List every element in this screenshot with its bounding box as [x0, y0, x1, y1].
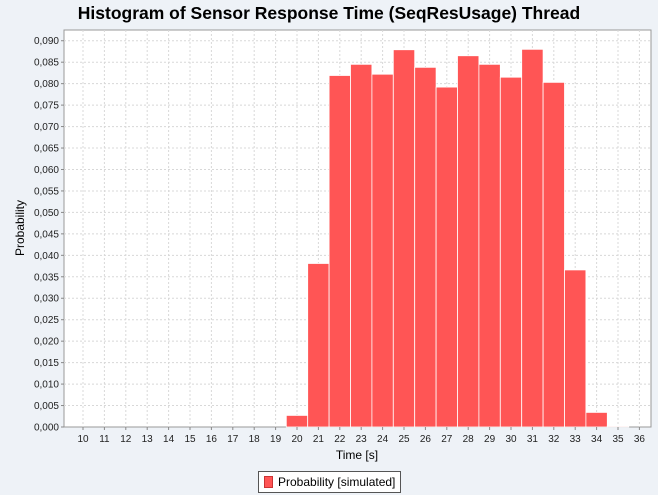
y-tick-label: 0,010: [34, 380, 59, 391]
bar: [414, 66, 437, 428]
x-tick-label: 11: [99, 434, 110, 445]
x-tick-label: 24: [377, 434, 389, 445]
y-tick-label: 0,055: [34, 186, 59, 197]
x-tick-label: 32: [548, 434, 560, 445]
x-tick-label: 22: [334, 434, 346, 445]
y-tick-label: 0,085: [34, 58, 59, 69]
y-axis-ticks: 0,000 0,005 0,010 0,015 0,020 0,025 0,030 0,035…: [34, 36, 64, 434]
y-tick-label: 0,030: [34, 294, 59, 305]
x-tick-label: 28: [463, 434, 475, 445]
x-tick-label: 29: [484, 434, 496, 445]
bar: [371, 73, 394, 428]
y-tick-label: 0,015: [34, 358, 59, 369]
bar: [350, 63, 373, 428]
x-tick-label: 17: [227, 434, 239, 445]
bar: [285, 415, 309, 428]
y-tick-label: 0,080: [34, 79, 59, 90]
y-tick-label: 0,090: [34, 36, 59, 47]
x-tick-label: 33: [570, 434, 582, 445]
bar: [499, 76, 523, 428]
x-tick-label: 16: [206, 434, 218, 445]
y-tick-label: 0,040: [34, 251, 59, 262]
y-tick-label: 0,035: [34, 272, 59, 283]
x-tick-label: 12: [120, 434, 132, 445]
x-tick-label: 15: [184, 434, 196, 445]
bar: [307, 263, 330, 428]
bars: [285, 48, 630, 428]
bar: [585, 412, 608, 428]
bar: [457, 55, 480, 428]
x-tick-label: 34: [591, 434, 603, 445]
x-tick-label: 36: [634, 434, 646, 445]
y-tick-label: 0,075: [34, 101, 59, 112]
x-tick-label: 14: [163, 434, 175, 445]
chart-title: Histogram of Sensor Response Time (SeqRe…: [77, 3, 581, 23]
x-tick-label: 19: [270, 434, 282, 445]
x-tick-label: 25: [398, 434, 410, 445]
y-tick-label: 0,020: [34, 337, 59, 348]
x-tick-label: 10: [77, 434, 89, 445]
x-tick-label: 20: [291, 434, 303, 445]
x-tick-label: 23: [356, 434, 368, 445]
legend-label: Probability [simulated]: [278, 475, 396, 489]
bar: [392, 49, 416, 428]
x-tick-label: 26: [420, 434, 432, 445]
y-tick-label: 0,050: [34, 208, 59, 219]
x-tick-label: 18: [249, 434, 261, 445]
y-tick-label: 0,070: [34, 122, 59, 133]
bar: [564, 269, 587, 428]
y-tick-label: 0,065: [34, 144, 59, 155]
x-tick-label: 31: [527, 434, 539, 445]
y-tick-label: 0,025: [34, 315, 59, 326]
x-axis-ticks: 10 11 12 13 14 15 16 17 18 19 20 21 22 23 24 25 26 27 28 29…: [77, 427, 645, 445]
x-tick-label: 30: [505, 434, 517, 445]
y-tick-label: 0,045: [34, 229, 59, 240]
bar: [478, 63, 501, 428]
y-tick-label: 0,060: [34, 165, 59, 176]
x-tick-label: 35: [612, 434, 624, 445]
legend-swatch: [264, 476, 273, 488]
bar: [328, 75, 351, 428]
x-tick-label: 21: [313, 434, 325, 445]
bar: [435, 86, 458, 428]
bar: [606, 425, 630, 428]
bar: [521, 48, 544, 428]
x-tick-label: 27: [441, 434, 453, 445]
bar: [542, 81, 565, 428]
x-axis-label: Time [s]: [336, 448, 378, 462]
y-tick-label: 0,000: [34, 423, 59, 434]
y-tick-label: 0,005: [34, 401, 59, 412]
legend: Probability [simulated]: [258, 471, 402, 493]
x-tick-label: 13: [142, 434, 154, 445]
y-axis-label: Probability: [13, 200, 27, 256]
